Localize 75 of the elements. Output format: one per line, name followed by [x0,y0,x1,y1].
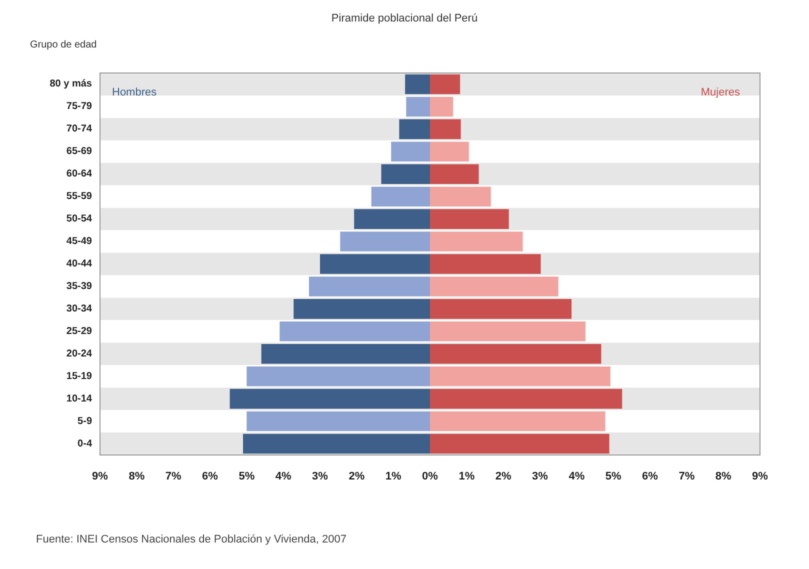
bar [430,232,523,252]
x-tick-label: 9% [92,470,108,482]
bar [230,388,430,409]
text: Mujeres [700,86,740,98]
y-tick-label: 25-29 [66,326,92,337]
x-tick-label: 8% [715,470,732,482]
x-tick-label: 2% [348,470,365,482]
bar [399,119,430,140]
y-tick-label: 60-64 [66,168,92,180]
bar [430,388,622,409]
y-tick-label: 75-79 [66,101,92,112]
y-tick-label: 65-69 [66,146,92,158]
bar [430,276,558,296]
y-tick-label: 10-14 [66,393,92,404]
bar [430,209,509,229]
bar [430,344,602,364]
x-tick-label: 3% [532,470,548,482]
bar [405,74,430,94]
x-tick-label: 7% [678,470,695,482]
y-tick-label: 45-49 [66,236,92,248]
bar [294,299,430,319]
bar [320,254,430,274]
bar [430,164,479,184]
y-tick-label: 80 y más [50,78,92,90]
bar [246,411,430,432]
bar [430,96,454,117]
x-tick-label: 1% [385,470,402,482]
bar [354,209,430,229]
y-tick-label: 40-44 [66,258,92,270]
x-tick-label: 4% [568,470,585,482]
y-axis-title: Grupo de edad [30,40,97,50]
x-tick-label: 5% [605,470,622,482]
x-tick-label: 6% [202,470,218,482]
bar [261,344,430,364]
bar [430,254,541,274]
bar [246,366,430,386]
y-tick-label: 50-54 [66,214,92,225]
x-tick-label: 5% [238,470,255,482]
y-tick-label: 15-19 [66,370,92,382]
bar [430,366,610,386]
bar [430,186,491,206]
bar [430,434,610,454]
bar [340,232,430,252]
bar [309,276,430,296]
x-tick-label: 0% [422,470,438,482]
x-tick-label: 2% [495,470,512,482]
bar [280,322,430,342]
bar [430,74,460,94]
bar [371,186,430,206]
bar [391,142,430,162]
bar [430,142,469,162]
bar [381,164,430,184]
x-tick-label: 7% [165,470,182,482]
x-tick-label: 8% [128,470,145,482]
bar [430,119,461,140]
y-tick-label: 20-24 [66,348,92,360]
x-tick-label: 9% [752,470,768,482]
x-tick-label: 4% [275,470,292,482]
x-tick-label: 6% [642,470,658,482]
y-tick-label: 70-74 [66,124,92,135]
y-tick-label: 5-9 [78,416,92,427]
text: Hombres [112,86,158,98]
y-tick-label: 55-59 [66,191,92,202]
bar [430,322,586,342]
chart-title: Piramide poblacional del Perú [331,12,478,24]
bar [430,299,572,319]
y-tick-label: 35-39 [66,280,92,292]
x-tick-label: 1% [458,470,475,482]
bar [243,434,430,454]
y-tick-label: 30-34 [66,303,92,314]
bar [406,96,430,117]
y-tick-label: 0-4 [78,438,92,450]
x-tick-label: 3% [312,470,328,482]
bar [430,411,606,432]
source-note: Fuente: INEI Censos Nacionales de Población y Vivienda, 2007 [36,534,346,546]
